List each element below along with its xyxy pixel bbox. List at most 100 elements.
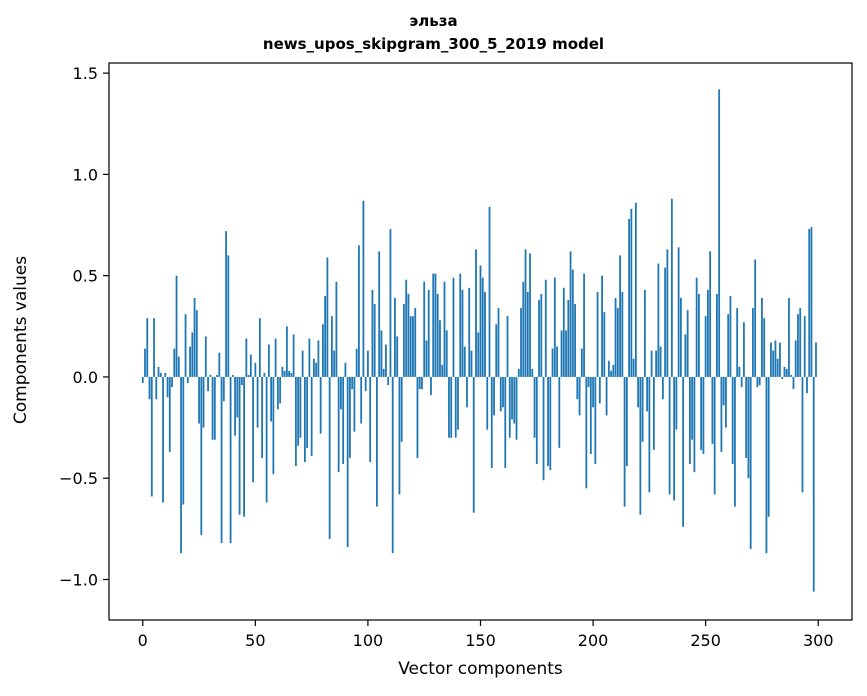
bar-234	[668, 376, 671, 495]
bar-123	[418, 376, 421, 390]
bar-85	[333, 350, 336, 377]
bar-173	[531, 368, 534, 377]
bar-71	[301, 350, 304, 377]
bar-9	[162, 376, 164, 503]
bar-283	[779, 342, 781, 377]
bar-62	[281, 366, 284, 377]
bar-83	[328, 376, 331, 539]
bar-29	[207, 376, 209, 392]
bar-271	[752, 308, 754, 377]
bar-21	[189, 346, 191, 377]
bar-100	[367, 350, 369, 377]
bar-97	[360, 376, 363, 424]
bar-204	[601, 275, 603, 377]
bar-298	[812, 376, 815, 592]
x-axis-ticks: 0 50 100 150 200 250 300	[138, 620, 834, 650]
bar-183	[553, 277, 556, 377]
y-axis-ticks: −1.0 −0.5 0.0 0.5 1.0 1.5	[59, 64, 109, 589]
bar-209	[612, 364, 615, 377]
bar-267	[743, 322, 745, 377]
bar-45	[243, 376, 245, 517]
bar-147	[472, 376, 475, 513]
bar-210	[614, 297, 617, 377]
bar-171	[526, 291, 529, 377]
bar-42	[236, 376, 239, 418]
bar-241	[684, 334, 687, 377]
bar-75	[310, 376, 313, 456]
bar-247	[698, 293, 700, 377]
bar-170	[524, 249, 527, 377]
bar-264	[736, 308, 739, 377]
bar-208	[610, 370, 612, 377]
bar-215	[625, 376, 628, 467]
bar-69	[297, 376, 300, 446]
bar-54	[263, 372, 266, 377]
bar-176	[538, 299, 540, 377]
bar-287	[788, 297, 790, 377]
bar-112	[394, 297, 396, 377]
bar-44	[240, 376, 243, 386]
bar-126	[425, 340, 428, 377]
bar-4	[150, 376, 153, 497]
bar-61	[279, 376, 282, 404]
bar-299	[815, 342, 817, 377]
plot-frame	[108, 62, 853, 621]
bar-262	[731, 376, 734, 465]
bar-26	[200, 376, 203, 535]
bar-91	[346, 376, 349, 548]
bar-37	[225, 231, 227, 377]
bar-191	[571, 269, 574, 377]
bar-137	[450, 376, 453, 438]
bar-10	[164, 372, 167, 377]
y-tick-label: 0.0	[73, 368, 98, 387]
bar-259	[725, 376, 727, 428]
bar-34	[218, 352, 221, 377]
bar-38	[227, 255, 230, 377]
bar-88	[340, 376, 342, 410]
bar-257	[720, 376, 723, 452]
x-tick-label: 200	[578, 631, 609, 650]
bar-203	[598, 376, 601, 404]
bar-272	[754, 259, 757, 377]
x-tick-label: 250	[690, 631, 721, 650]
bar-232	[664, 267, 667, 377]
bar-23	[193, 297, 196, 377]
bar-222	[641, 376, 644, 442]
bar-49	[252, 376, 254, 483]
bar-15	[175, 275, 178, 377]
x-tick-label: 50	[245, 631, 265, 650]
bar-135	[445, 330, 448, 377]
bar-256	[718, 89, 721, 377]
bar-276	[763, 318, 766, 377]
bar-242	[686, 310, 689, 377]
bar-47	[247, 374, 250, 377]
bar-188	[565, 330, 567, 377]
bar-160	[502, 376, 504, 408]
bar-230	[659, 346, 662, 377]
bar-117	[405, 279, 408, 377]
bar-17	[180, 376, 182, 554]
bar-293	[801, 376, 804, 493]
y-tick-label: 1.0	[73, 165, 98, 184]
bar-79	[319, 376, 322, 434]
bar-152	[484, 291, 486, 377]
bar-263	[734, 376, 736, 507]
bar-48	[249, 354, 252, 377]
bar-266	[740, 376, 743, 388]
x-tick-label: 150	[465, 631, 496, 650]
bar-186	[560, 330, 563, 377]
bar-92	[349, 376, 351, 458]
bar-98	[362, 200, 365, 377]
bar-55	[265, 376, 268, 503]
bar-181	[549, 376, 552, 471]
bar-99	[364, 376, 367, 392]
bar-165	[513, 376, 516, 424]
bar-190	[569, 251, 572, 377]
bar-198	[587, 376, 590, 388]
bar-111	[391, 376, 394, 554]
bar-63	[283, 370, 286, 377]
bar-244	[691, 376, 694, 440]
bar-72	[303, 376, 306, 463]
bar-65	[288, 370, 291, 377]
